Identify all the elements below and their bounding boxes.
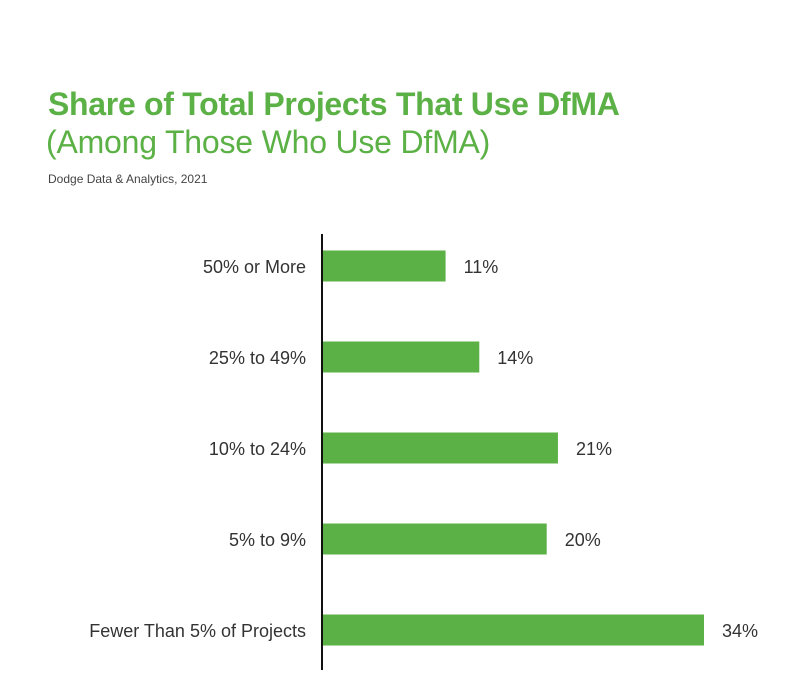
value-label: 20% xyxy=(565,530,601,550)
value-label: 11% xyxy=(464,257,499,277)
category-label: 5% to 9% xyxy=(229,530,306,550)
category-label: 25% to 49% xyxy=(209,348,306,368)
bar xyxy=(322,432,558,464)
category-label: 10% to 24% xyxy=(209,439,306,459)
bar xyxy=(322,614,704,646)
value-label: 21% xyxy=(576,439,612,459)
bar xyxy=(322,341,480,373)
chart-title: Share of Total Projects That Use DfMA xyxy=(48,86,620,122)
value-label: 34% xyxy=(722,621,758,641)
chart-subtitle: (Among Those Who Use DfMA) xyxy=(46,124,491,160)
bar xyxy=(322,250,446,282)
bar xyxy=(322,523,547,555)
chart-source: Dodge Data & Analytics, 2021 xyxy=(48,172,208,186)
category-label: 50% or More xyxy=(203,257,306,277)
category-label: Fewer Than 5% of Projects xyxy=(89,621,306,641)
value-label: 14% xyxy=(497,348,533,368)
